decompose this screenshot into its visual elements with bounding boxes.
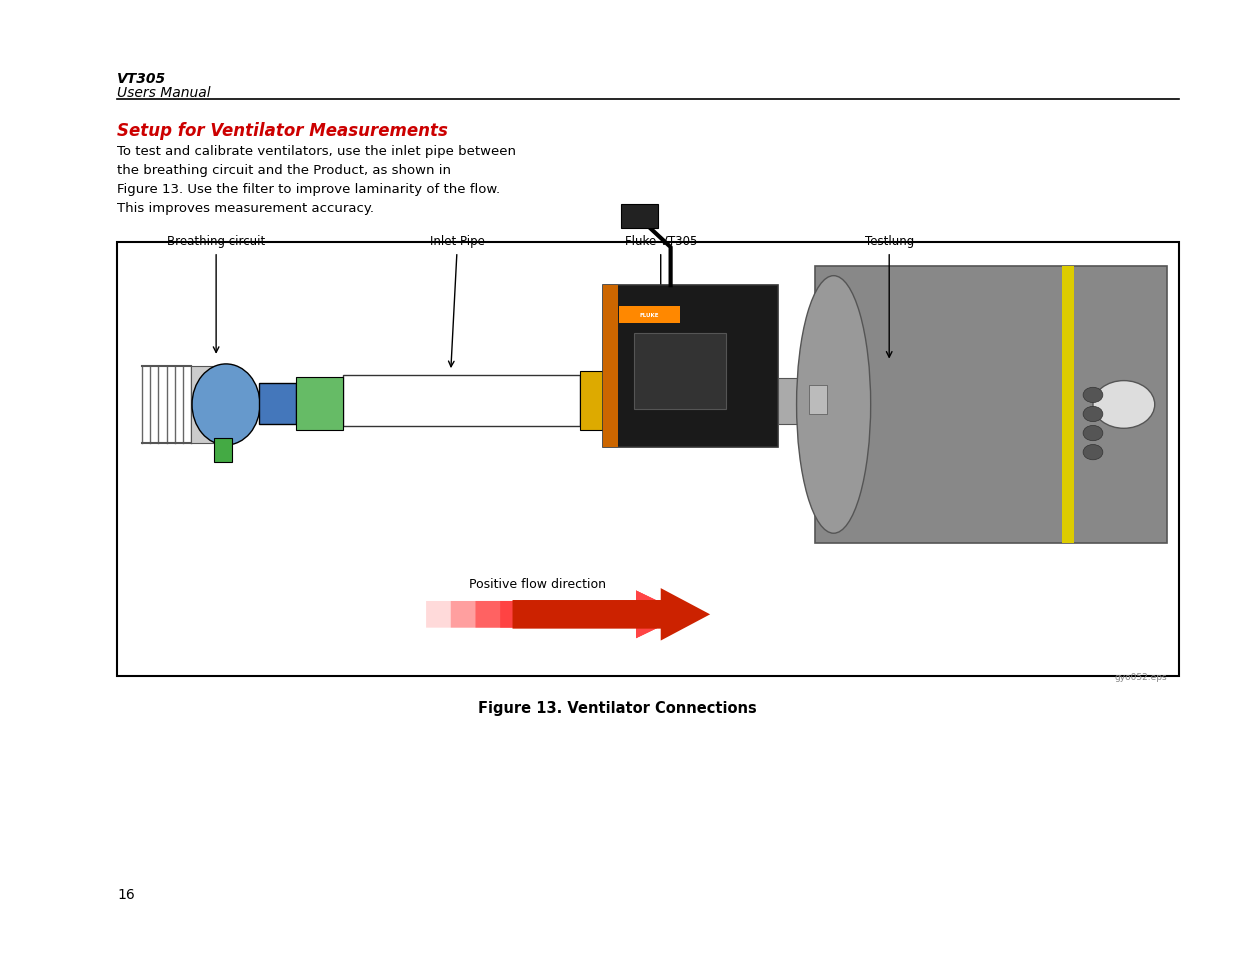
Bar (296, 377, 343, 431)
Circle shape (1083, 426, 1103, 441)
Bar (634, 334, 726, 410)
Bar (580, 372, 603, 431)
Circle shape (1083, 445, 1103, 460)
Text: Fluke VT305: Fluke VT305 (625, 234, 697, 248)
Text: 16: 16 (117, 886, 135, 901)
FancyArrow shape (525, 591, 685, 639)
FancyArrow shape (475, 591, 685, 639)
Text: gyo052.eps: gyo052.eps (1114, 672, 1167, 680)
Bar (343, 375, 580, 427)
FancyArrow shape (426, 591, 685, 639)
FancyArrow shape (500, 591, 685, 639)
Text: Setup for Ventilator Measurements: Setup for Ventilator Measurements (117, 122, 448, 140)
Bar (214, 438, 232, 462)
Text: FLUKE: FLUKE (640, 313, 659, 318)
Circle shape (1083, 407, 1103, 422)
FancyArrow shape (513, 588, 710, 641)
Text: Positive flow direction: Positive flow direction (469, 578, 605, 591)
FancyArrow shape (451, 591, 685, 639)
Bar (809, 386, 827, 415)
Bar (603, 286, 778, 448)
Bar (778, 378, 809, 424)
Bar (603, 286, 618, 448)
Bar (1062, 267, 1074, 543)
Bar (621, 205, 658, 229)
Text: Inlet Pipe: Inlet Pipe (430, 234, 484, 248)
Text: To test and calibrate ventilators, use the inlet pipe between
the breathing circ: To test and calibrate ventilators, use t… (117, 145, 516, 214)
Circle shape (1093, 381, 1155, 429)
Text: Breathing circuit: Breathing circuit (167, 234, 266, 248)
Circle shape (1083, 388, 1103, 403)
Ellipse shape (797, 276, 871, 534)
Polygon shape (191, 367, 226, 443)
Bar (117, 243, 1179, 677)
Bar (815, 267, 1167, 543)
Bar (259, 384, 296, 424)
Text: Testlung: Testlung (864, 234, 914, 248)
Text: Users Manual: Users Manual (117, 86, 211, 100)
Text: VT305: VT305 (117, 71, 167, 86)
Ellipse shape (191, 365, 259, 446)
Bar (619, 307, 680, 324)
Text: Figure 13. Ventilator Connections: Figure 13. Ventilator Connections (478, 700, 757, 716)
